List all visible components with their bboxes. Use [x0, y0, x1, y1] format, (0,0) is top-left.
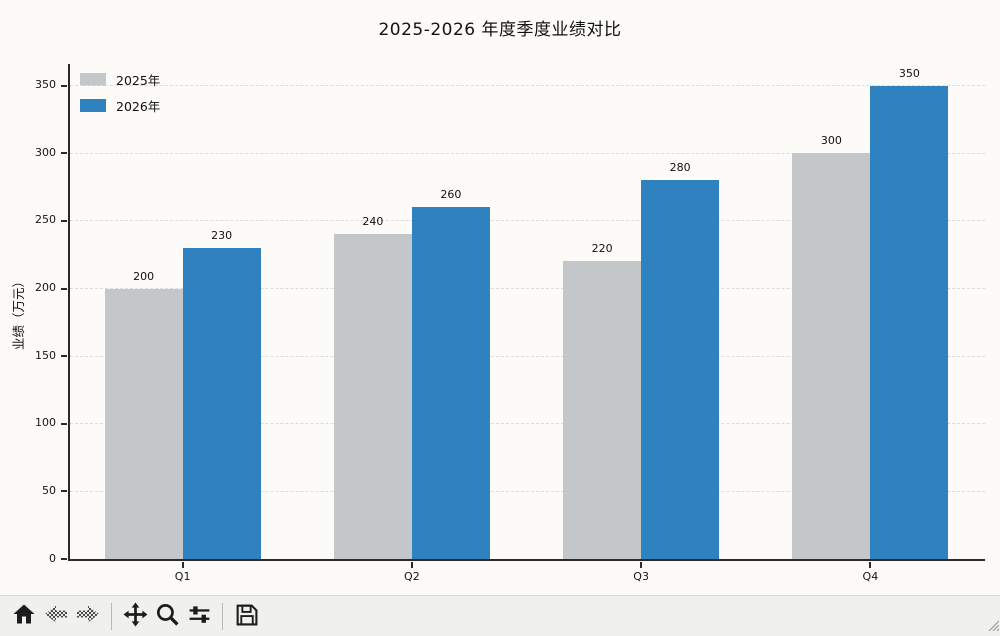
- back-button[interactable]: [40, 600, 72, 632]
- x-tick-mark: [181, 562, 184, 568]
- x-tick-label: Q2: [404, 570, 420, 583]
- legend-swatch: [80, 99, 106, 112]
- figure-canvas: 2025-2026 年度季度业绩对比 业绩（万元） 2025年 2026年 0 50…: [10, 20, 985, 583]
- legend: 2025年 2026年: [80, 70, 160, 122]
- legend-label: 2025年: [116, 73, 161, 88]
- bar-2025年-Q2[interactable]: [333, 234, 412, 559]
- y-tick-mark: [61, 84, 67, 87]
- y-tick-mark: [61, 219, 67, 222]
- pan-button[interactable]: [119, 600, 151, 632]
- x-tick-label: Q4: [862, 570, 879, 583]
- y-tick-label: 150: [35, 348, 56, 362]
- home-icon: [12, 602, 36, 630]
- gridline: [70, 288, 985, 289]
- y-tick-mark: [61, 152, 67, 155]
- y-tick-label: 200: [35, 281, 56, 294]
- y-tick-label: 100: [35, 416, 56, 430]
- gridline: [70, 423, 985, 425]
- zoom-button[interactable]: [151, 600, 183, 632]
- legend-label: 2026年: [116, 99, 161, 114]
- x-tick-mark: [640, 562, 643, 568]
- x-tick-mark: [410, 562, 413, 568]
- x-tick-label: Q3: [633, 570, 649, 583]
- resize-grip-icon[interactable]: [986, 616, 1000, 635]
- toolbar-separator: [222, 602, 223, 630]
- legend-item: 2026年: [80, 96, 160, 115]
- y-tick-label: 50: [42, 483, 56, 497]
- y-tick-mark: [61, 422, 67, 425]
- plot-area: 2025年 2026年 0 50 100 150 200 250 300 350 200 230 Q1…: [35, 64, 985, 583]
- matplotlib-toolbar: [0, 595, 1000, 636]
- y-tick-mark: [61, 490, 67, 493]
- bar-2026年-Q1[interactable]: [182, 247, 261, 559]
- y-tick-label: 350: [35, 78, 56, 92]
- x-tick-mark: [869, 562, 872, 568]
- bar-value-label: 230: [211, 228, 233, 242]
- bar-value-label: 200: [133, 269, 155, 283]
- toolbar-separator: [111, 602, 112, 630]
- forward-button[interactable]: [72, 600, 104, 632]
- gridline: [70, 152, 985, 154]
- chart-title: 2025-2026 年度季度业绩对比: [378, 20, 622, 40]
- bar-2026年-Q4[interactable]: [870, 85, 949, 559]
- gridline: [70, 490, 985, 492]
- bar-value-label: 300: [820, 134, 842, 148]
- save-button[interactable]: [230, 600, 262, 632]
- bar-2025年-Q4[interactable]: [792, 153, 871, 559]
- forward-arrow-icon: [75, 602, 101, 630]
- y-tick-label: 300: [35, 145, 56, 159]
- bar-2026年-Q2[interactable]: [411, 207, 490, 559]
- bar-value-label: 280: [669, 161, 691, 175]
- bar-2025年-Q1[interactable]: [104, 288, 183, 559]
- y-tick-mark: [61, 355, 67, 358]
- bar-value-label: 350: [898, 66, 920, 80]
- bar-value-label: 220: [591, 242, 613, 256]
- bar-value-label: 240: [362, 215, 384, 229]
- gridline: [70, 355, 985, 357]
- gridline: [70, 220, 985, 222]
- gridline: [70, 85, 985, 87]
- y-axis-spine: [68, 64, 70, 561]
- back-arrow-icon: [43, 602, 69, 630]
- y-tick-label: 0: [49, 551, 56, 565]
- configure-subplots-button[interactable]: [183, 600, 215, 632]
- sliders-icon: [187, 602, 212, 631]
- bar-2025年-Q3[interactable]: [563, 261, 642, 559]
- legend-swatch: [80, 73, 106, 86]
- zoom-magnifier-icon: [155, 602, 180, 631]
- home-button[interactable]: [8, 600, 40, 632]
- save-floppy-icon: [234, 602, 259, 631]
- legend-item: 2025年: [80, 70, 160, 89]
- x-axis-spine: [68, 559, 985, 561]
- bar-2026年-Q3[interactable]: [641, 180, 720, 559]
- pan-icon: [123, 602, 148, 631]
- y-tick-mark: [61, 558, 67, 560]
- bar-value-label: 260: [440, 188, 462, 202]
- x-tick-label: Q1: [174, 570, 191, 583]
- y-tick-label: 250: [35, 213, 56, 227]
- y-tick-mark: [61, 287, 67, 290]
